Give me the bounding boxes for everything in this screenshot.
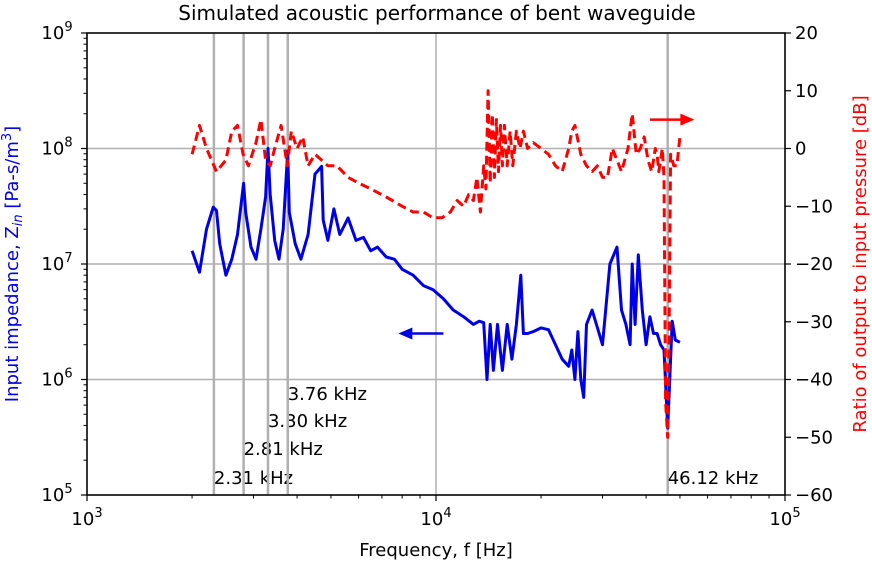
- x-tick-exp: 4: [443, 506, 451, 521]
- marker-label: 46.12 kHz: [668, 468, 759, 489]
- y-right-tick-label: 0: [795, 139, 806, 160]
- x-tick-label: 104: [420, 506, 451, 530]
- y-left-axis-label: Input impedance, Zin [Pa-s/m3]: [0, 126, 26, 402]
- y-right-tick-label: −10: [795, 196, 833, 217]
- y-left-tick-label: 107: [41, 251, 72, 275]
- right-axis-arrow: [649, 113, 695, 126]
- y-right-tick-label: −40: [795, 370, 833, 391]
- grid: [86, 32, 786, 496]
- x-tick-base: 10: [71, 509, 94, 530]
- y-left-tick-base: 10: [41, 254, 64, 275]
- y-left-tick-exp: 6: [64, 367, 72, 382]
- y-left-tick-base: 10: [41, 485, 64, 506]
- chart-title: Simulated acoustic performance of bent w…: [178, 1, 695, 25]
- x-tick-label: 103: [71, 506, 102, 530]
- marker-lines: 2.31 kHz 2.81 kHz 3.30 kHz 3.76 kHz 46.12 kH…: [212, 33, 759, 495]
- y-left-tick-label: 105: [41, 482, 72, 506]
- impedance-series-line: [190, 147, 681, 430]
- y-right-tick-label: 10: [795, 81, 818, 102]
- plot-area: [190, 89, 695, 439]
- x-axis-label: Frequency, f [Hz]: [359, 540, 513, 561]
- marker-label: 3.30 kHz: [268, 411, 347, 432]
- y-left-tick-base: 10: [41, 370, 64, 391]
- y-right-tick-label: −30: [795, 312, 833, 333]
- marker-label: 2.31 kHz: [214, 468, 293, 489]
- arrow-head: [398, 327, 413, 340]
- x-tick-base: 10: [769, 509, 792, 530]
- y-left-tick-exp: 8: [64, 136, 72, 151]
- y-right-tick-label: −50: [795, 427, 833, 448]
- y-left-tick-label: 109: [41, 20, 72, 44]
- marker-label: 3.76 kHz: [288, 384, 367, 405]
- arrow-head: [680, 113, 695, 126]
- y-left-tick-exp: 7: [64, 251, 72, 266]
- y-right-tick-label: −60: [795, 485, 833, 506]
- x-tick-exp: 3: [94, 506, 102, 521]
- y-right-axis-label: Ratio of output to input pressure [dB]: [850, 95, 871, 432]
- x-tick-exp: 5: [792, 506, 800, 521]
- y-left-tick-base: 10: [41, 23, 64, 44]
- y-right-tick-label: 20: [795, 23, 818, 44]
- x-tick-base: 10: [420, 509, 443, 530]
- left-axis-arrow: [398, 327, 444, 340]
- pressure-ratio-series-line: [190, 89, 682, 439]
- marker-label: 2.81 kHz: [244, 439, 323, 460]
- y-left-tick-exp: 5: [64, 482, 72, 497]
- y-left-tick-label: 106: [41, 367, 72, 391]
- axes: 103 104 105105106107108109−60−50−40−30−20−…: [41, 20, 833, 530]
- y-right-tick-label: −20: [795, 254, 833, 275]
- x-tick-label: 105: [769, 506, 800, 530]
- y-left-tick-base: 10: [41, 139, 64, 160]
- y-left-tick-label: 108: [41, 136, 72, 160]
- y-left-tick-exp: 9: [64, 20, 72, 35]
